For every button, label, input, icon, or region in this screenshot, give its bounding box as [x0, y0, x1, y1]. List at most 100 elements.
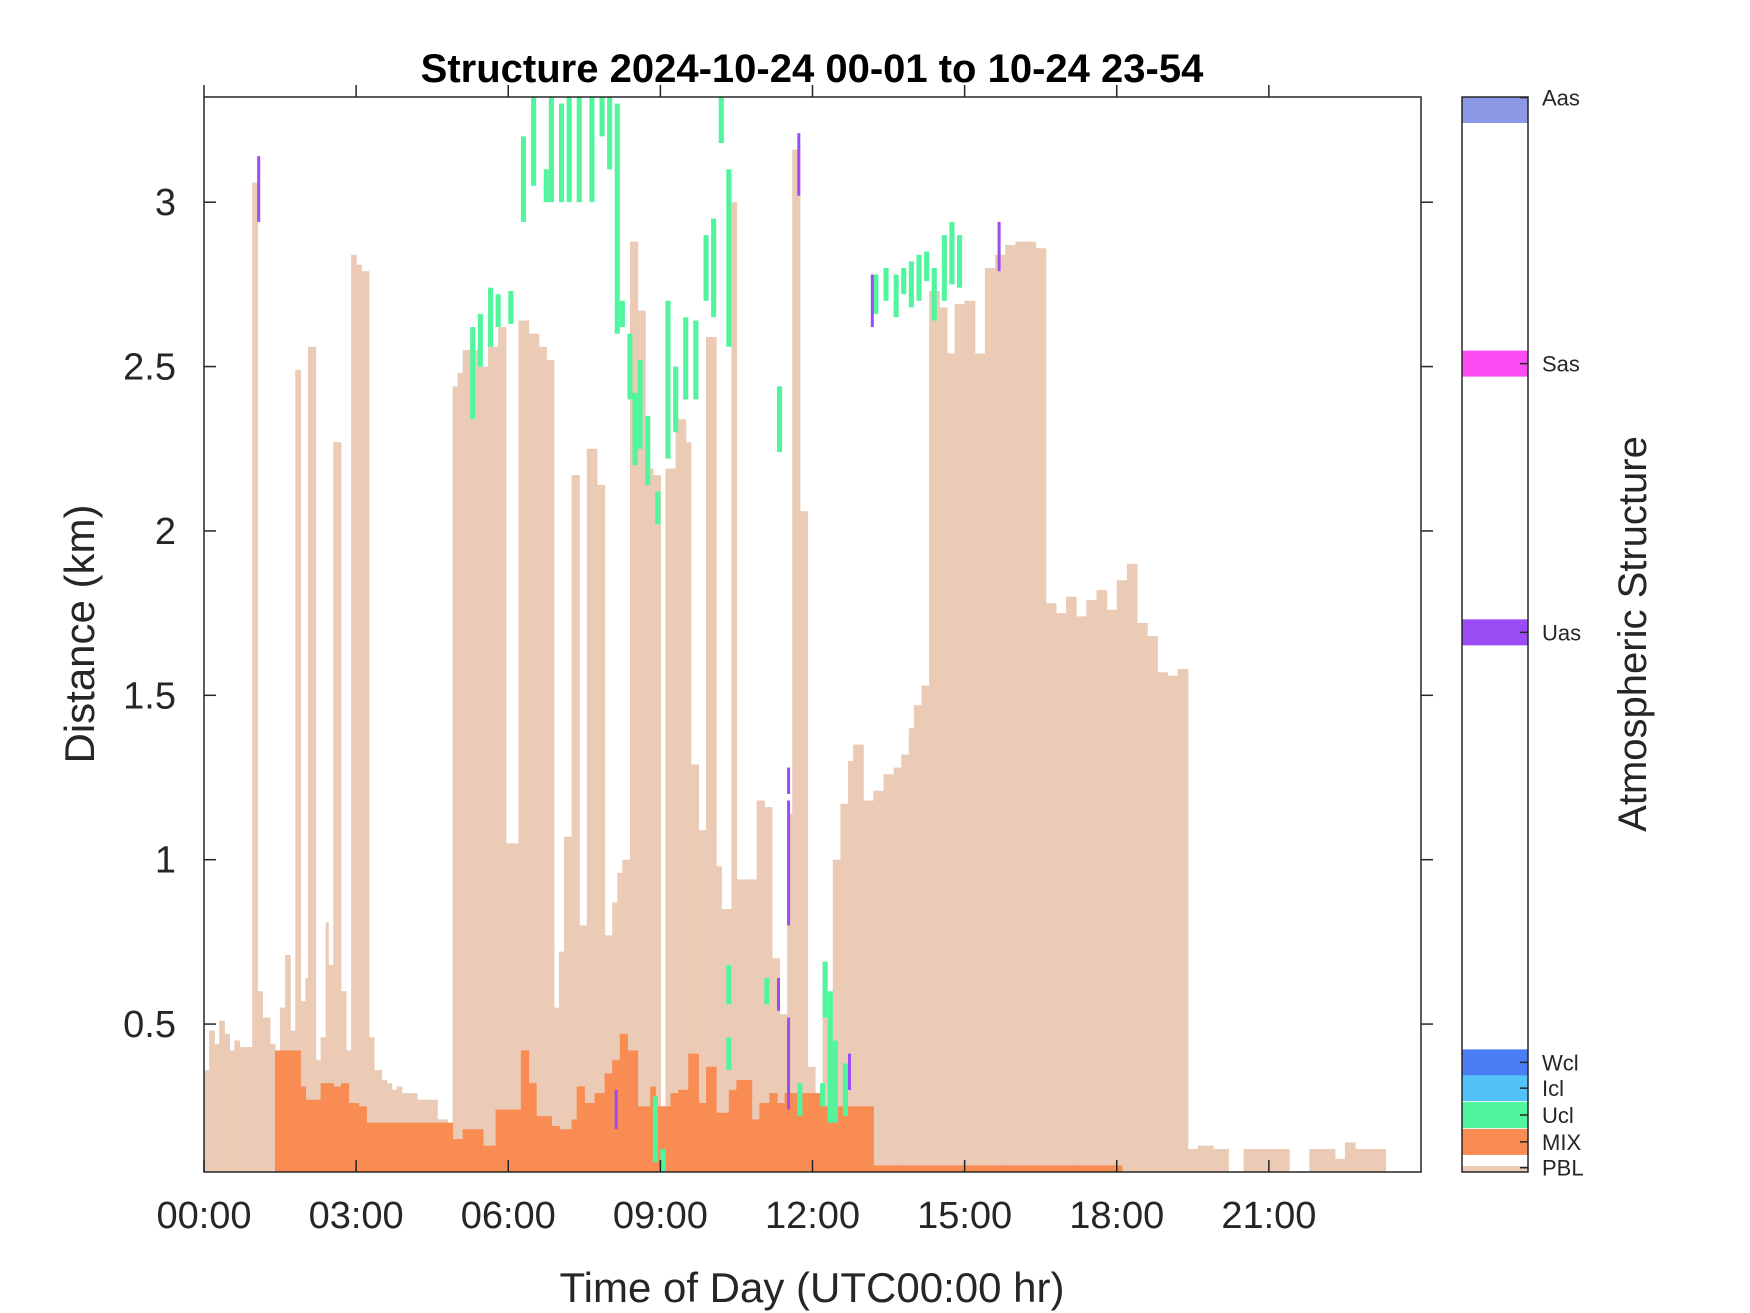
ucl-segment	[941, 235, 947, 301]
uas-segment	[614, 1089, 618, 1130]
pbl-bar	[538, 346, 547, 1172]
y-tick-label: 2.5	[123, 347, 176, 389]
x-tick-label: 00:00	[156, 1195, 251, 1237]
pbl-bar	[995, 254, 1006, 1173]
ucl-segment	[842, 1063, 848, 1117]
pbl-bar	[340, 991, 347, 1172]
pbl-bar	[1243, 1149, 1260, 1172]
mix-bar	[462, 1129, 474, 1172]
pbl-bar	[571, 475, 580, 1173]
mix-bar	[728, 1089, 737, 1172]
pbl-bar	[257, 991, 263, 1172]
ucl-segment	[531, 97, 537, 186]
ucl-segment	[683, 317, 689, 400]
pbl-bar	[477, 366, 489, 1173]
mix-bar	[736, 1080, 753, 1172]
mix-bar	[528, 1083, 537, 1172]
ucl-segment	[470, 327, 476, 420]
mix-bar	[305, 1099, 322, 1172]
mix-bar	[536, 1116, 552, 1172]
pbl-bar	[1076, 616, 1087, 1172]
ucl-segment	[488, 287, 494, 347]
pbl-bar	[799, 511, 808, 1172]
colorbar-swatch-uas	[1462, 619, 1528, 646]
colorbar-swatch-pbl	[1462, 1166, 1528, 1172]
pbl-bar	[1157, 672, 1168, 1172]
pbl-bar	[617, 872, 623, 1172]
y-ticks: 0.5 1 1.5 2 2.5 3	[123, 182, 1433, 1046]
pbl-bar	[1035, 248, 1047, 1172]
pbl-bar	[731, 202, 738, 1172]
ucl-segment	[901, 267, 907, 295]
pbl-bar	[1309, 1149, 1321, 1172]
pbl-bar	[361, 271, 370, 1172]
uas-segment	[870, 274, 874, 328]
colorbar-label-aas: Aas	[1542, 86, 1580, 111]
x-axis-label: Time of Day (UTC00:00 hr)	[560, 1264, 1065, 1311]
mix-bar	[520, 1050, 530, 1172]
colorbar-swatch-sas	[1462, 350, 1528, 377]
pbl-bar	[921, 685, 930, 1172]
mix-bar	[594, 1093, 606, 1172]
pbl-bar	[462, 350, 469, 1173]
x-tick-label: 21:00	[1221, 1195, 1316, 1237]
mix-bar	[716, 1112, 730, 1172]
pbl-bar	[893, 767, 902, 1172]
mix-bar	[275, 1050, 291, 1172]
ucl-segment	[827, 991, 833, 1123]
pbl-bar	[604, 935, 613, 1172]
mix-bar	[660, 1106, 672, 1172]
pbl-bar	[579, 925, 588, 1172]
ucl-segment	[820, 1083, 826, 1107]
mix-bar	[1015, 1165, 1037, 1172]
ucl-segment	[660, 1149, 666, 1172]
mix-bar	[559, 1129, 573, 1172]
ucl-segment	[718, 97, 724, 143]
ucl-segment	[931, 267, 937, 321]
x-ticks: 00:00 03:00 06:00 09:00 12:00 15:00 18:00 21:00	[156, 85, 1316, 1237]
pbl-bar	[665, 468, 677, 1172]
pbl-bar	[901, 754, 910, 1172]
ucl-segment	[589, 97, 595, 203]
ucl-segment	[726, 964, 732, 1005]
pbl-bar	[716, 866, 722, 1172]
pbl-bar	[698, 830, 707, 1172]
pbl-bar	[356, 264, 362, 1172]
ucl-segment	[726, 169, 732, 347]
mix-bar	[366, 1122, 454, 1172]
mix-bar	[300, 1086, 306, 1172]
ucl-segment	[607, 97, 613, 170]
pbl-bar	[209, 1030, 215, 1172]
mix-bar	[964, 1165, 991, 1172]
pbl-bar	[325, 922, 329, 1172]
ucl-segment	[924, 251, 930, 282]
pbl-bar	[244, 1047, 253, 1172]
uas-segment	[797, 133, 801, 196]
pbl-bar	[1334, 1158, 1346, 1172]
uas-segment	[787, 1017, 791, 1110]
pbl-bar	[939, 307, 948, 1172]
pbl-bar	[832, 859, 841, 1172]
pbl-bar	[308, 346, 317, 1172]
pbl-bar	[1005, 244, 1016, 1172]
ucl-segment	[873, 274, 879, 314]
ucl-segment	[916, 254, 922, 301]
colorbar-frame	[1461, 96, 1529, 1173]
pbl-bar	[675, 419, 687, 1172]
pbl-bar	[333, 442, 342, 1172]
uas-segment	[848, 1053, 851, 1090]
colorbar-label-wcl: Wcl	[1542, 1050, 1579, 1075]
pbl-bar	[954, 304, 966, 1173]
ucl-segment	[908, 261, 914, 308]
mix-bar	[472, 1129, 484, 1172]
mix-bar	[655, 1106, 661, 1172]
pbl-bar	[612, 902, 618, 1172]
pbl-bar	[736, 879, 748, 1172]
pbl-bar	[498, 327, 507, 1173]
mix-bar	[688, 1053, 699, 1172]
mix-bar	[637, 1106, 651, 1172]
mix-bar	[340, 1083, 350, 1172]
pbl-bar	[863, 800, 874, 1172]
uas-segment	[777, 978, 780, 1011]
ucl-segment	[764, 978, 770, 1005]
